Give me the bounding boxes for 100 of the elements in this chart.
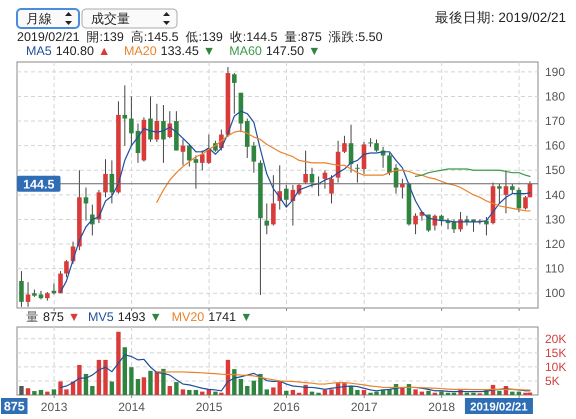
text: MA60 147.50 ▼ bbox=[229, 44, 320, 58]
y-tick-label: 170 bbox=[545, 114, 566, 128]
bar bbox=[258, 374, 263, 395]
ref-line-label: 144.5 bbox=[23, 177, 54, 192]
chart-title: 最後日期: 2019/02/21 bbox=[434, 10, 566, 25]
y-tick-label: 5K bbox=[545, 374, 560, 388]
x-tick-label: 2014 bbox=[118, 400, 146, 414]
candlestick bbox=[194, 154, 198, 190]
candlestick bbox=[458, 212, 463, 232]
bar bbox=[122, 347, 128, 395]
bar bbox=[90, 386, 95, 395]
bar bbox=[284, 390, 289, 395]
y-tick-label: 100 bbox=[545, 286, 566, 300]
bar bbox=[290, 390, 296, 395]
bar bbox=[400, 387, 405, 395]
y-tick-label: 110 bbox=[545, 262, 564, 276]
bar bbox=[439, 392, 444, 395]
candlestick bbox=[122, 84, 128, 146]
candlestick bbox=[264, 202, 270, 235]
x-tick-label: 2017 bbox=[350, 400, 378, 414]
y-tick-label: 190 bbox=[545, 64, 566, 79]
candlestick bbox=[310, 167, 314, 188]
bar bbox=[271, 387, 276, 395]
bar bbox=[226, 360, 230, 395]
bar bbox=[77, 364, 82, 395]
bar bbox=[497, 390, 502, 395]
bar bbox=[187, 390, 192, 395]
bar bbox=[200, 392, 204, 395]
bar bbox=[154, 372, 160, 395]
x-tick-label: 2015 bbox=[196, 400, 223, 414]
candlestick bbox=[136, 123, 140, 164]
bar bbox=[420, 392, 424, 395]
candlestick bbox=[329, 174, 334, 204]
y-tick-label: 15K bbox=[545, 346, 566, 360]
candlestick bbox=[200, 150, 205, 171]
candlestick bbox=[252, 141, 256, 174]
bar bbox=[110, 382, 114, 395]
line-series bbox=[414, 168, 531, 177]
text: 月線 bbox=[26, 11, 52, 26]
bar bbox=[32, 391, 37, 395]
bar bbox=[52, 389, 56, 395]
bar bbox=[278, 382, 282, 395]
text: MA5 140.80 ▲ bbox=[26, 44, 110, 58]
candlestick bbox=[232, 72, 237, 114]
bar bbox=[129, 367, 134, 395]
candlestick bbox=[103, 158, 108, 198]
line-series bbox=[60, 110, 531, 293]
bar bbox=[45, 392, 50, 395]
line-series bbox=[156, 130, 531, 212]
y-tick-label: 160 bbox=[545, 138, 566, 153]
candlestick bbox=[387, 152, 392, 176]
bar bbox=[161, 368, 166, 395]
candlestick bbox=[110, 160, 114, 204]
bar bbox=[174, 382, 179, 395]
bar bbox=[148, 370, 153, 395]
text: MV20 1741 ▼ bbox=[172, 310, 252, 324]
candlestick bbox=[84, 186, 88, 222]
candlestick bbox=[497, 183, 502, 204]
x-tick-label: 2016 bbox=[273, 400, 300, 414]
y-tick-label: 20K bbox=[545, 332, 566, 346]
y-tick-label: 130 bbox=[545, 212, 566, 226]
text: MV5 1493 ▼ bbox=[88, 310, 162, 324]
bar bbox=[510, 392, 515, 395]
candlestick bbox=[394, 164, 398, 194]
candlestick bbox=[510, 183, 515, 194]
bar bbox=[96, 360, 102, 395]
x-tick-label: 2018 bbox=[428, 400, 456, 414]
bar bbox=[310, 392, 314, 395]
bar bbox=[322, 390, 328, 395]
candlestick bbox=[19, 270, 24, 308]
candlestick bbox=[26, 282, 30, 308]
bar bbox=[38, 390, 44, 395]
line-series bbox=[60, 354, 531, 392]
bar bbox=[194, 390, 198, 395]
candlestick bbox=[413, 212, 418, 235]
candlestick bbox=[516, 186, 522, 213]
y-tick-label: 150 bbox=[545, 163, 566, 178]
y-tick-label: 10K bbox=[545, 360, 566, 374]
candlestick bbox=[187, 144, 192, 168]
candlestick bbox=[284, 184, 289, 208]
bar bbox=[136, 378, 140, 395]
bar bbox=[264, 389, 269, 395]
candlestick bbox=[322, 170, 328, 190]
bar bbox=[206, 389, 212, 395]
y-tick-label: 180 bbox=[545, 89, 566, 104]
candlestick bbox=[64, 260, 69, 278]
candlestick bbox=[484, 216, 489, 236]
bar bbox=[238, 378, 244, 395]
text: 875 bbox=[4, 400, 25, 414]
candlestick bbox=[180, 138, 186, 166]
candlestick bbox=[271, 174, 276, 226]
bar bbox=[245, 386, 250, 395]
candlestick bbox=[129, 96, 134, 146]
candlestick bbox=[348, 124, 354, 174]
bar bbox=[355, 390, 360, 395]
text: MA20 133.45 ▼ bbox=[124, 44, 216, 58]
candlestick bbox=[161, 104, 166, 164]
bar bbox=[116, 332, 121, 395]
chart-subtitle: 2019/02/21 開:139 高:145.5 低:139 收:144.5 量:875 漲跌:5.50 bbox=[17, 29, 383, 44]
candlestick bbox=[504, 170, 508, 214]
